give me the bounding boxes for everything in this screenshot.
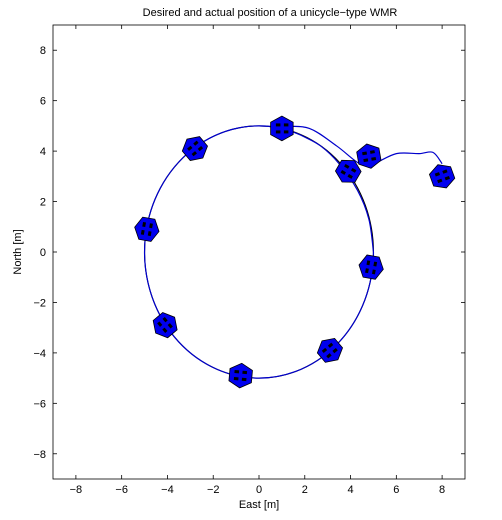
robot-wheel (437, 178, 443, 184)
robot-wheel (140, 229, 145, 235)
robot-wheel (369, 150, 375, 154)
robot-wheel (162, 316, 168, 323)
robot-marker (152, 312, 178, 339)
robot-wheel (157, 321, 163, 327)
robot-body (316, 337, 344, 363)
robot-marker (316, 337, 344, 363)
robot-wheel (149, 223, 153, 229)
vehicles (134, 115, 456, 389)
robot-wheel (444, 175, 450, 181)
robot-wheel (283, 130, 289, 134)
robot-wheel (283, 123, 289, 127)
robot-wheel (191, 151, 197, 157)
y-tick-label: −8 (33, 449, 46, 461)
robot-wheel (366, 260, 371, 266)
robot-wheel (242, 370, 248, 375)
robot-marker (334, 159, 362, 183)
robot-marker (228, 362, 253, 389)
y-tick-label: 2 (40, 197, 46, 209)
robot-body (152, 312, 178, 339)
x-tick-label: −4 (161, 484, 174, 496)
x-tick-label: −6 (115, 484, 128, 496)
robot-wheel (362, 151, 368, 156)
y-tick-label: −2 (33, 297, 46, 309)
x-tick-label: 8 (439, 484, 445, 496)
robot-wheel (162, 327, 168, 333)
axes-frame (52, 24, 466, 480)
robot-wheel (363, 158, 369, 163)
robot-body (270, 115, 294, 142)
robot-wheel (344, 163, 350, 169)
robot-wheel (187, 145, 193, 151)
x-tick-label: −8 (70, 484, 83, 496)
x-tick-label: 4 (347, 484, 353, 496)
ticks: −8 −6 −4 −2 0 2 4 6 8 −8 −6 −4 −2 0 2 4 6 8 (33, 25, 465, 496)
robot-body (334, 159, 362, 183)
robot-body (428, 164, 456, 189)
y-tick-label: −4 (33, 348, 46, 360)
robot-wheel (321, 347, 328, 354)
robot-body (181, 136, 208, 161)
y-axis-label: North [m] (12, 229, 24, 274)
x-tick-label: −2 (207, 484, 220, 496)
x-tick-label: 2 (302, 484, 308, 496)
robot-marker (134, 216, 160, 242)
robot-body (358, 254, 384, 280)
robot-wheel (365, 268, 369, 274)
chart-title: Desired and actual position of a unicycl… (143, 7, 398, 19)
robot-wheel (373, 261, 378, 267)
robot-wheel (275, 130, 281, 134)
robot-marker (428, 164, 456, 189)
robot-wheel (371, 156, 377, 161)
robot-wheel (241, 377, 247, 382)
robot-body (228, 362, 253, 389)
x-tick-label: 0 (256, 484, 262, 496)
robot-body (134, 216, 160, 242)
y-tick-label: −6 (33, 398, 46, 410)
y-tick-label: 0 (40, 247, 46, 259)
robot-wheel (275, 123, 281, 127)
robot-marker (358, 254, 384, 280)
robot-wheel (197, 145, 204, 152)
robot-body (356, 143, 382, 169)
robot-wheel (147, 231, 152, 237)
robot-wheel (332, 348, 338, 354)
y-tick-label: 4 (40, 146, 46, 158)
robot-wheel (167, 323, 173, 329)
y-tick-label: 8 (40, 45, 46, 57)
y-tick-label: 6 (40, 96, 46, 108)
robot-wheel (340, 170, 346, 175)
robot-wheel (142, 222, 147, 227)
robot-wheel (350, 167, 357, 173)
robot-wheel (371, 269, 376, 275)
robot-marker (356, 143, 382, 169)
robot-wheel (434, 172, 441, 177)
robot-wheel (326, 353, 332, 359)
robot-wheel (442, 169, 448, 174)
robot-wheel (193, 140, 199, 146)
robot-wheel (327, 342, 334, 348)
robot-marker (270, 115, 294, 142)
x-tick-label: 6 (393, 484, 399, 496)
x-axis-label: East [m] (239, 499, 279, 511)
robot-wheel (347, 174, 353, 179)
robot-wheel (233, 377, 239, 381)
robot-wheel (234, 370, 240, 374)
robot-marker (181, 136, 208, 161)
